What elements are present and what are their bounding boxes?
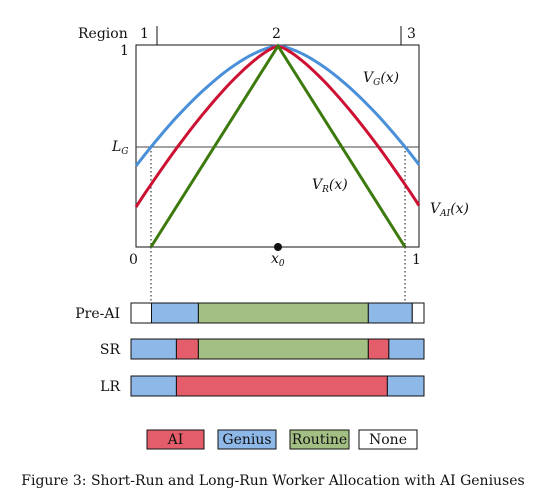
row-label-1: SR [100,342,121,358]
segment-none [411,302,425,324]
segment-ai [367,338,390,360]
region-number-1: 1 [140,26,149,42]
legend-label-ai: AI [167,432,184,448]
row-label-0: Pre-AI [75,306,120,322]
legend-label-genius: Genius [222,432,271,448]
segment-genius [367,302,413,324]
vr-label: VR(x) [312,177,348,195]
x-tick-right: 1 [412,252,421,268]
y-tick-top: 1 [120,43,129,59]
lg-label: LG [111,139,129,157]
x-tick-left: 0 [129,252,138,268]
segment-ai [175,338,199,360]
region-number-2: 2 [272,26,281,42]
segment-none [130,302,153,324]
legend-label-none: None [369,432,407,448]
legend-label-routine: Routine [292,432,347,448]
vr-curve [149,43,407,248]
region-label: Region [78,26,128,42]
legend-swatch-none [358,429,418,450]
legend-swatch-genius [217,429,277,450]
legend-swatch-ai [146,429,205,450]
figure-caption: Figure 3: Short-Run and Long-Run Worker … [21,473,524,489]
row-label-2: LR [100,379,120,395]
segment-genius [388,338,425,360]
vai-label: VAI(x) [430,201,469,219]
legend-swatch-routine [289,429,350,450]
segment-genius [130,375,177,397]
allocation-bars: Pre-AI SR LR [75,302,425,397]
segment-genius [151,302,199,324]
legend: AI Genius Routine None [146,429,418,450]
segment-genius [130,338,177,360]
segment-genius [386,375,425,397]
segment-ai [175,375,388,397]
vai-curve [134,44,421,208]
segment-routine [197,338,369,360]
x0-label: x0 [271,251,285,269]
x0-point [274,243,282,251]
region-number-3: 3 [407,26,416,42]
vg-label: VG(x) [363,70,399,88]
segment-routine [197,302,369,324]
